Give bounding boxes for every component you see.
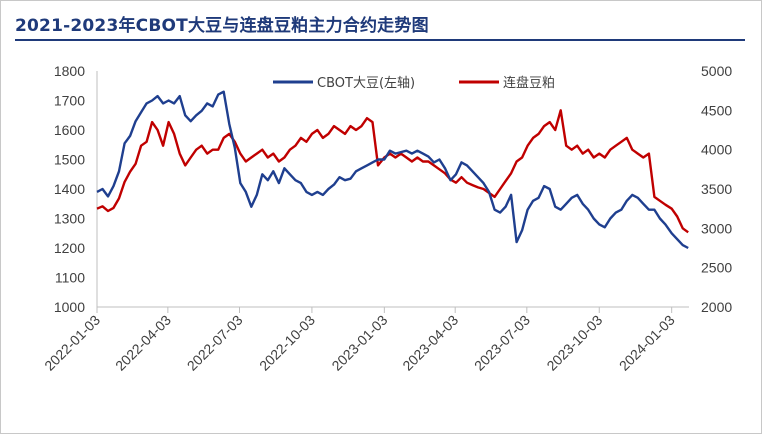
title-underline <box>15 39 745 41</box>
y-left-tick-label: 1200 <box>54 240 85 256</box>
axes-group: 1000 1100 1200 1300 1400 1500 1600 1700 1800 2000… <box>41 63 732 374</box>
y-right-tick-label: 3500 <box>701 181 732 197</box>
series-group <box>96 90 689 250</box>
x-tick-label: 2023-01-03 <box>329 312 391 374</box>
y-left-tick-label: 1800 <box>54 63 85 79</box>
x-tick-label: 2024-01-03 <box>616 312 678 374</box>
legend-label-cbot: CBOT大豆(左轴) <box>317 76 415 91</box>
y-left-tick-label: 1100 <box>55 270 85 286</box>
y-left-tick-label: 1000 <box>54 299 85 315</box>
legend: CBOT大豆(左轴) 连盘豆粕 <box>273 75 555 91</box>
y-left-tick-label: 1300 <box>54 211 85 227</box>
series-line-dalian <box>96 109 689 234</box>
y-right-tick-label: 2000 <box>701 299 732 315</box>
legend-label-dalian: 连盘豆粕 <box>503 75 555 91</box>
x-tick-label: 2022-07-03 <box>184 312 246 374</box>
y-right-tick-label: 4000 <box>701 142 732 158</box>
y-left-tick-label: 1500 <box>54 152 85 168</box>
y-right-tick-label: 5000 <box>701 63 732 79</box>
x-tick-label: 2022-04-03 <box>112 312 174 374</box>
x-tick-label: 2022-01-03 <box>41 312 103 374</box>
y-right-tick-label: 4500 <box>701 102 732 118</box>
x-tick-label: 2022-10-03 <box>256 312 318 374</box>
y-left-tick-label: 1600 <box>54 122 85 138</box>
series-line-cbot <box>96 90 689 250</box>
x-tick-label: 2023-07-03 <box>471 312 533 374</box>
y-left-tick-label: 1400 <box>54 181 85 197</box>
chart-title: 2021-2023年CBOT大豆与连盘豆粕主力合约走势图 <box>15 16 429 36</box>
x-tick-label: 2023-10-03 <box>543 312 605 374</box>
y-right-tick-label: 2500 <box>701 260 732 276</box>
x-tick-label: 2023-04-03 <box>399 312 461 374</box>
y-right-tick-label: 3000 <box>701 220 732 236</box>
y-left-tick-label: 1700 <box>54 93 85 109</box>
